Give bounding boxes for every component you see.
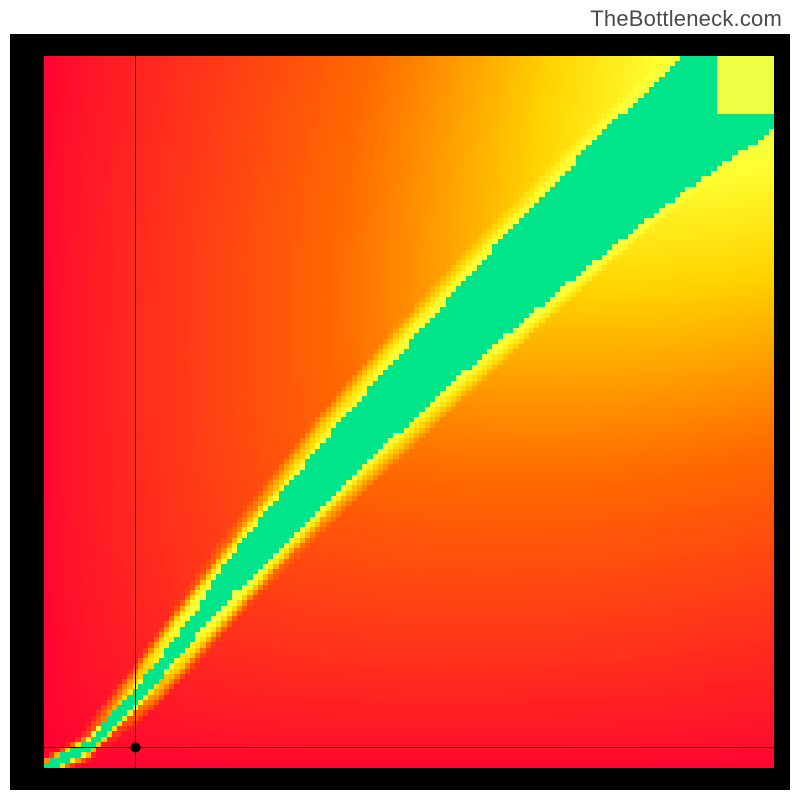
plot-frame [10,34,790,790]
watermark: TheBottleneck.com [590,6,782,32]
bottleneck-heatmap [44,56,774,768]
